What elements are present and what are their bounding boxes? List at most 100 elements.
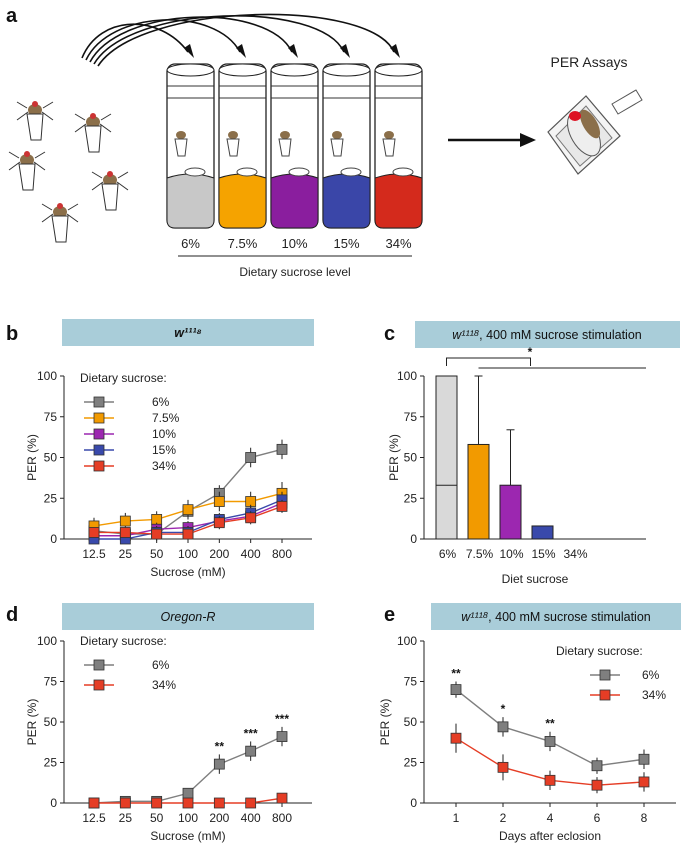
data-point: [245, 797, 257, 809]
bar: [435, 375, 458, 540]
data-point: [119, 797, 131, 809]
panel-d: d Oregon-R 0 25 50 75 100 PER (%) 12.5 25 50 100 2…: [6, 603, 314, 843]
significance-label: **: [545, 717, 555, 731]
data-point: [276, 443, 288, 455]
vial-fly-wing: [278, 138, 292, 157]
vials: [166, 63, 423, 229]
legend-entry: 7.5%: [84, 411, 180, 425]
y-tick-label: 25: [44, 756, 58, 770]
data-point: [88, 797, 100, 809]
transfer-arrows: [81, 13, 395, 67]
x-tick-label: 200: [209, 547, 229, 561]
panel-c-banner-rest: , 400 mM sucrose stimulation: [479, 328, 642, 342]
data-point: [213, 517, 225, 529]
x-tick-label: 50: [150, 811, 164, 825]
data-point: [497, 761, 509, 773]
panel-d-label: d: [6, 604, 18, 626]
vial-label: 34%: [385, 236, 411, 251]
bar: [467, 443, 490, 540]
vial-rim: [322, 63, 371, 77]
vial-label: 15%: [333, 236, 359, 251]
legend-label: 6%: [152, 658, 170, 672]
x-tick-label: 8: [641, 811, 648, 825]
y-tick-label: 75: [404, 410, 418, 424]
y-tick-label: 25: [404, 756, 418, 770]
x-tick-label: 6: [594, 811, 601, 825]
panel-e: e w¹¹¹⁸, 400 mM sucrose stimulation 0 25 5…: [378, 603, 681, 843]
x-tick-label: 25: [119, 811, 133, 825]
arc-arrow: [89, 16, 293, 63]
x-tick-label: 400: [241, 547, 261, 561]
data-point: [544, 736, 556, 747]
vial-axis-title: Dietary sucrose level: [239, 265, 350, 279]
y-tick-label: 50: [404, 451, 418, 465]
vial-food: [218, 173, 267, 229]
series: [88, 792, 288, 809]
vial-fly-icon: [384, 131, 394, 139]
legend-entry: 34%: [84, 459, 176, 473]
vial-food: [166, 173, 215, 229]
y-tick-label: 100: [37, 634, 57, 648]
panel-d-banner: [62, 603, 314, 630]
x-axis-title: Days after eclosion: [499, 829, 601, 843]
panel-c-banner-text: w¹¹¹⁸, 400 mM sucrose stimulation: [452, 328, 642, 342]
fly-icon: [91, 171, 129, 211]
x-tick-label: 4: [547, 811, 554, 825]
y-tick-label: 0: [410, 796, 417, 810]
per-assays-title: PER Assays: [550, 54, 627, 70]
bar-group: [435, 375, 458, 540]
data-point: [638, 776, 650, 788]
legend-label: 10%: [152, 427, 176, 441]
y-tick-label: 25: [44, 491, 58, 505]
significance-label: *: [501, 702, 506, 716]
per-assay-illustration: [547, 89, 643, 175]
significance-label: **: [451, 667, 461, 681]
x-axis-title: Diet sucrose: [502, 572, 569, 586]
legend-entry: 15%: [84, 443, 176, 457]
vial: [270, 63, 319, 229]
x-tick-label: 1: [453, 811, 460, 825]
legend-marker: [93, 396, 105, 408]
significance-label: ***: [244, 726, 258, 740]
legend-entry: 10%: [84, 427, 176, 441]
legend-label: 7.5%: [152, 411, 180, 425]
vial-label: 7.5%: [228, 236, 258, 251]
legend-entry: 34%: [84, 678, 176, 692]
y-tick-label: 75: [404, 675, 418, 689]
y-axis-title: PER (%): [25, 434, 39, 481]
legend-title: Dietary sucrose:: [80, 371, 167, 385]
panel-b-label: b: [6, 323, 18, 345]
vial-labels: 6% 7.5% 10% 15% 34%: [181, 236, 412, 251]
data-point: [544, 774, 556, 786]
data-point: [213, 496, 225, 507]
data-point: [276, 792, 288, 804]
legend-label: 6%: [152, 395, 170, 409]
bar-group: [531, 525, 554, 540]
data-point: [182, 787, 194, 799]
panel-e-banner-rest: , 400 mM sucrose stimulation: [488, 610, 651, 624]
legend-entry: 6%: [84, 395, 170, 409]
x-tick-label: 10%: [499, 547, 523, 561]
chart-b: 0 25 50 75 100 PER (%) 12.5 25 50 100 200 400 800 Suc…: [25, 369, 312, 579]
legend-marker: [93, 460, 105, 472]
y-axis-title: PER (%): [25, 699, 39, 746]
data-point: [182, 797, 194, 809]
data-point: [638, 753, 650, 765]
vial: [218, 63, 267, 229]
data-point: [119, 515, 131, 527]
y-tick-label: 50: [404, 715, 418, 729]
data-point: [182, 528, 194, 540]
legend-title: Dietary sucrose:: [80, 634, 167, 648]
x-tick-label: 7.5%: [466, 547, 494, 561]
y-tick-label: 0: [50, 796, 57, 810]
data-point: [245, 745, 257, 757]
panel-b-banner: [62, 319, 314, 346]
data-point: [151, 797, 163, 809]
panel-c-label: c: [384, 323, 395, 345]
panel-a-label: a: [6, 5, 18, 27]
vial-fly-icon: [228, 131, 238, 139]
vial-label: 10%: [281, 236, 307, 251]
x-tick-label: 200: [209, 811, 229, 825]
x-tick-label: 50: [150, 547, 164, 561]
vial-rim: [218, 63, 267, 77]
